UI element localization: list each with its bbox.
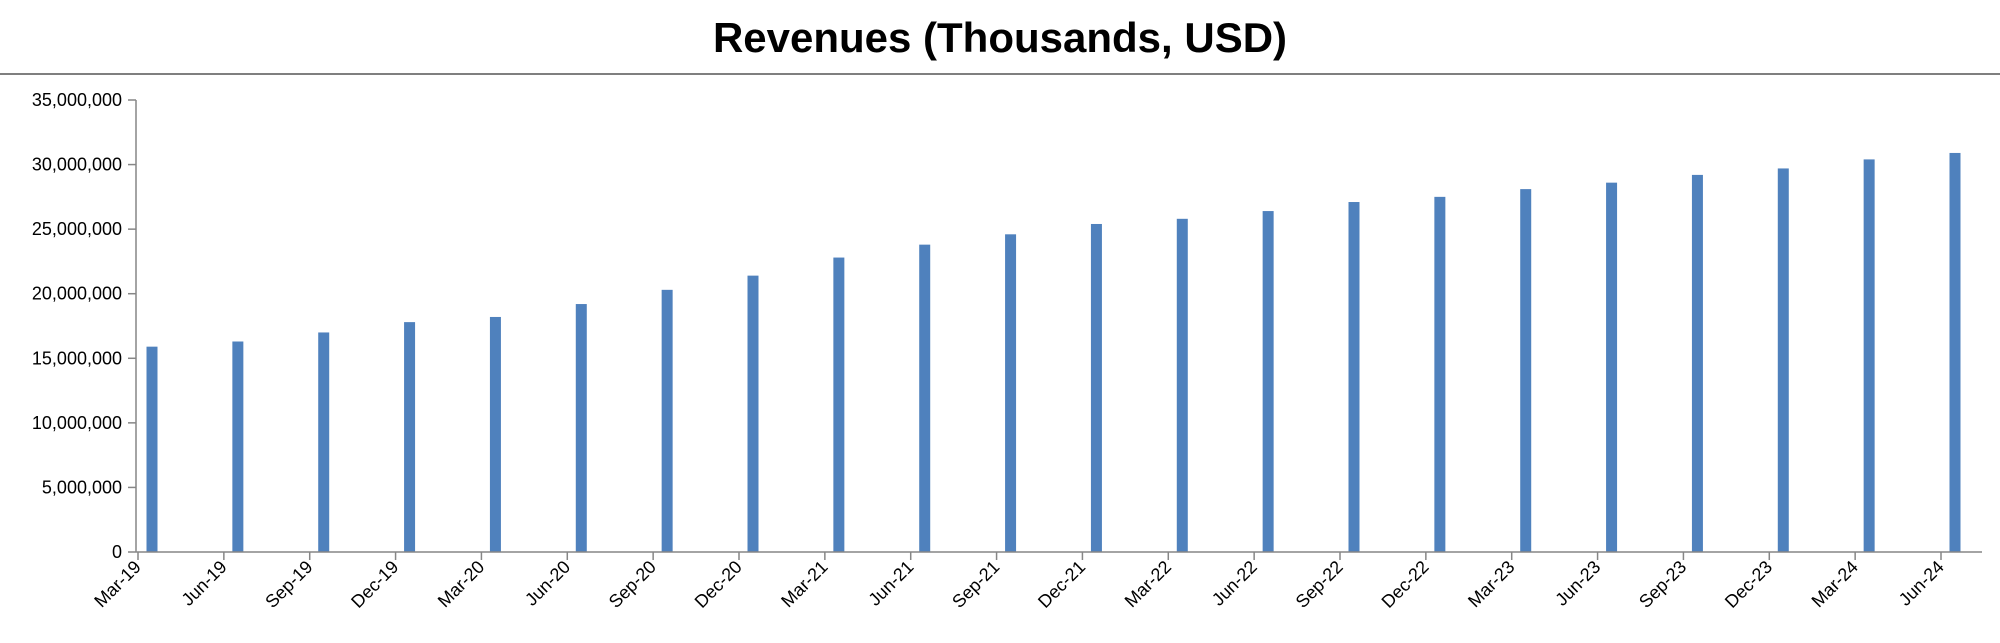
x-tick-label: Mar-24: [1808, 557, 1862, 611]
y-tick-label: 0: [112, 542, 122, 562]
x-tick-label: Sep-20: [605, 557, 660, 612]
x-tick-label: Jun-19: [178, 557, 231, 610]
y-tick-label: 35,000,000: [32, 90, 122, 110]
bar-dec-22: [1434, 196, 1446, 552]
bar-sep-19: [318, 332, 330, 552]
x-tick-label: Jun-21: [864, 557, 917, 610]
y-axis-ticks: 0 5,000,000 10,000,000 15,000,000 20,000,000…: [32, 90, 136, 562]
x-tick-label: Mar-20: [434, 557, 488, 611]
y-tick-label: 5,000,000: [42, 477, 122, 497]
bars: [146, 152, 1961, 553]
bar-mar-20: [489, 316, 501, 552]
x-tick-label: Jun-22: [1208, 557, 1261, 610]
y-tick-label: 30,000,000: [32, 155, 122, 175]
bar-mar-21: [833, 257, 845, 552]
bar-sep-22: [1348, 202, 1360, 552]
bar-jun-22: [1262, 211, 1274, 552]
bar-jun-21: [919, 244, 931, 552]
x-tick-label: Mar-22: [1121, 557, 1175, 611]
bar-sep-20: [661, 289, 673, 552]
chart-title: Revenues (Thousands, USD): [712, 14, 1288, 61]
bar-mar-22: [1176, 218, 1188, 552]
x-axis-labels: Mar-19 Jun-19 Sep-19 Dec-19 Mar-20 Jun-20 Sep-…: [90, 552, 1948, 612]
bar-sep-21: [1005, 234, 1017, 552]
y-tick-label: 15,000,000: [32, 348, 122, 368]
y-tick-label: 10,000,000: [32, 413, 122, 433]
x-tick-label: Dec-19: [347, 557, 402, 612]
bar-jun-23: [1606, 182, 1618, 552]
y-tick-label: 20,000,000: [32, 284, 122, 304]
x-tick-label: Mar-19: [90, 557, 144, 611]
x-tick-label: Jun-20: [521, 557, 574, 610]
x-tick-label: Mar-21: [777, 557, 831, 611]
bar-dec-23: [1777, 168, 1789, 552]
bar-mar-24: [1863, 159, 1875, 553]
bar-dec-20: [747, 275, 759, 552]
x-tick-label: Sep-19: [261, 557, 316, 612]
bar-jun-19: [232, 341, 244, 552]
x-tick-label: Sep-23: [1635, 557, 1690, 612]
x-tick-label: Jun-24: [1895, 557, 1948, 610]
bar-mar-19: [146, 346, 158, 552]
bar-jun-24: [1949, 152, 1961, 552]
x-tick-label: Mar-23: [1464, 557, 1518, 611]
x-tick-label: Sep-21: [948, 557, 1003, 612]
x-tick-label: Dec-23: [1721, 557, 1776, 612]
x-tick-label: Dec-20: [691, 557, 746, 612]
x-tick-label: Dec-22: [1378, 557, 1433, 612]
bar-dec-19: [404, 322, 416, 552]
bar-mar-23: [1520, 189, 1532, 552]
x-tick-label: Dec-21: [1034, 557, 1089, 612]
bar-dec-21: [1090, 223, 1102, 552]
y-tick-label: 25,000,000: [32, 219, 122, 239]
x-tick-label: Jun-23: [1551, 557, 1604, 610]
bar-jun-20: [575, 304, 587, 552]
x-tick-label: Sep-22: [1292, 557, 1347, 612]
bar-sep-23: [1691, 174, 1703, 552]
